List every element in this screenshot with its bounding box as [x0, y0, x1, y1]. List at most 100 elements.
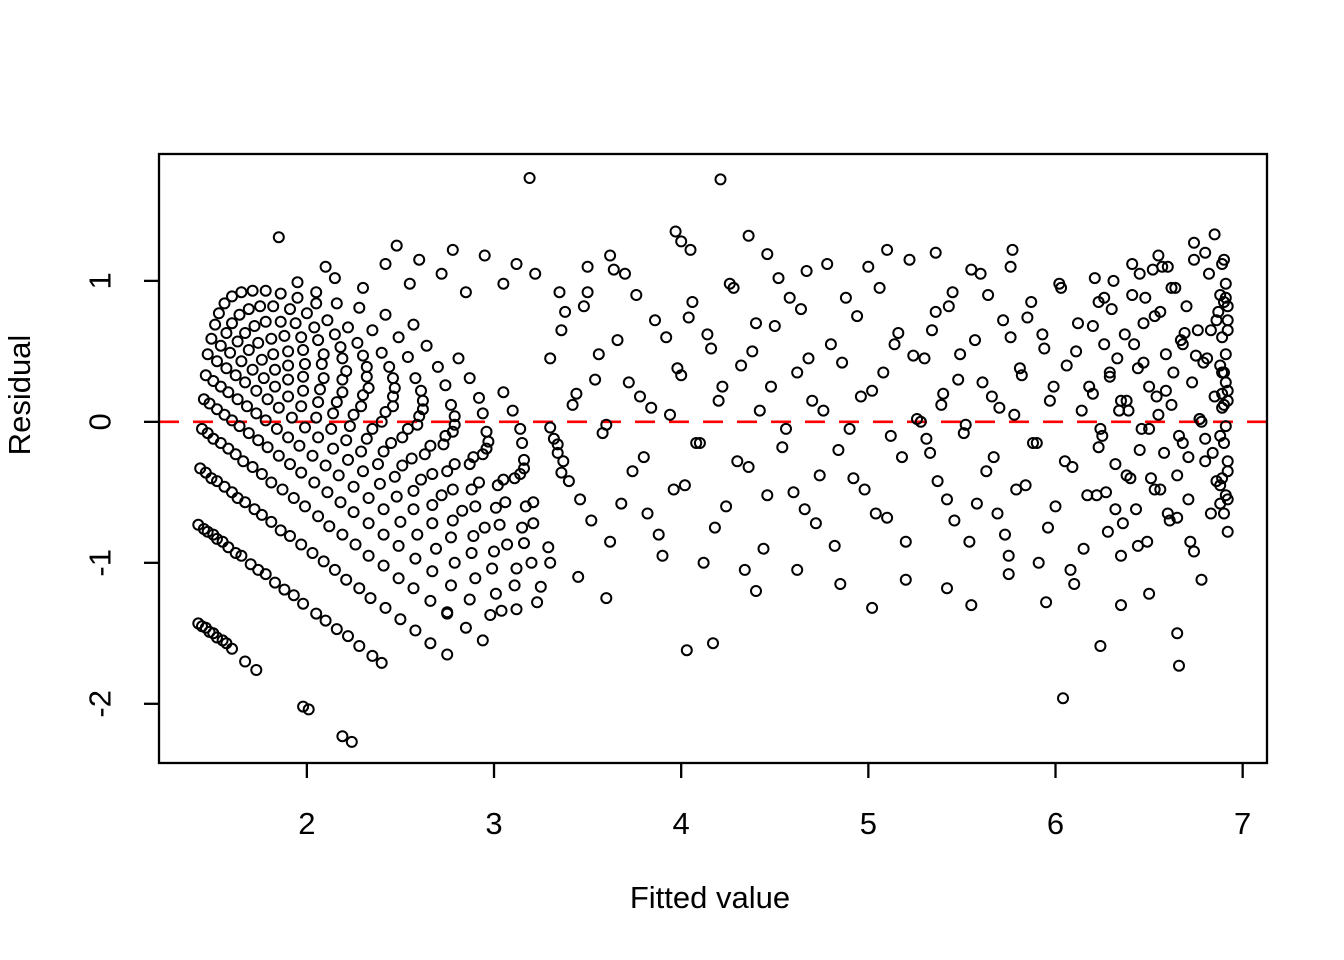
data-point	[1139, 291, 1152, 304]
data-point	[282, 345, 295, 358]
data-point	[1068, 578, 1081, 590]
data-point	[269, 363, 281, 376]
data-point	[497, 473, 510, 486]
data-point	[510, 603, 523, 616]
data-point	[297, 344, 310, 356]
data-point	[1212, 305, 1225, 318]
data-point	[270, 422, 283, 435]
data-point	[267, 300, 280, 313]
data-point	[641, 507, 654, 520]
data-point	[226, 317, 238, 330]
data-point	[314, 383, 326, 396]
data-point	[1141, 535, 1154, 548]
data-point	[218, 297, 231, 310]
data-point	[287, 492, 300, 504]
data-point	[918, 352, 931, 365]
data-point	[611, 334, 624, 347]
data-point	[1124, 472, 1137, 485]
data-point	[239, 655, 252, 668]
data-point	[401, 351, 414, 363]
data-point	[441, 648, 454, 661]
data-point	[1193, 413, 1206, 425]
data-point	[630, 289, 643, 301]
data-point	[218, 480, 231, 493]
data-point	[297, 370, 310, 383]
data-point	[1219, 376, 1232, 389]
x-tick-label: 5	[860, 806, 877, 841]
data-point	[317, 348, 330, 361]
data-point	[488, 545, 500, 558]
data-point	[366, 649, 379, 662]
data-point	[1186, 376, 1199, 389]
data-point	[974, 267, 987, 280]
data-point	[353, 301, 366, 314]
data-point	[622, 376, 635, 389]
data-point	[289, 317, 302, 330]
data-point	[1098, 338, 1111, 351]
data-point	[362, 492, 375, 504]
data-point	[1221, 314, 1234, 327]
data-point	[482, 435, 495, 448]
data-point	[377, 528, 390, 541]
data-point	[360, 360, 373, 373]
data-point	[319, 260, 332, 273]
data-point	[235, 286, 248, 299]
data-point	[259, 284, 272, 297]
data-point	[282, 373, 295, 386]
data-point	[1030, 437, 1043, 449]
data-point	[948, 514, 961, 527]
data-point	[843, 422, 856, 435]
data-point	[862, 260, 875, 273]
data-point	[1221, 525, 1234, 538]
data-point	[1072, 317, 1084, 330]
data-point	[445, 398, 457, 411]
data-point	[407, 484, 420, 497]
y-tick-label: 0	[83, 413, 118, 430]
data-point	[420, 339, 433, 352]
data-point	[735, 359, 748, 372]
data-point	[244, 558, 257, 571]
data-point	[409, 624, 422, 637]
data-point	[299, 358, 311, 370]
data-point	[1219, 277, 1232, 290]
data-point	[680, 644, 693, 657]
data-point	[497, 386, 510, 399]
data-point	[255, 468, 268, 480]
data-point	[308, 321, 321, 334]
data-point	[342, 321, 354, 334]
data-point	[315, 358, 328, 370]
data-point	[821, 258, 834, 270]
data-point	[965, 599, 978, 612]
data-point	[1064, 563, 1077, 576]
data-point	[1008, 408, 1021, 421]
data-point	[373, 477, 386, 490]
y-axis: -2 -1 0 1	[83, 272, 159, 718]
data-point	[226, 290, 238, 303]
data-point	[1092, 296, 1105, 308]
data-point	[478, 249, 491, 262]
data-point	[1214, 359, 1227, 372]
data-point	[772, 272, 785, 285]
data-point	[411, 418, 424, 431]
data-point	[300, 307, 313, 320]
data-point	[325, 422, 338, 435]
data-point	[233, 420, 246, 433]
x-tick-label: 2	[298, 806, 315, 841]
data-point	[581, 286, 594, 299]
data-point	[1171, 627, 1184, 640]
data-point	[209, 318, 222, 331]
data-point	[272, 231, 285, 244]
data-point	[1169, 281, 1182, 294]
data-point	[929, 246, 942, 259]
data-point	[649, 314, 661, 327]
data-point	[551, 446, 564, 459]
data-point	[476, 407, 489, 420]
data-point	[387, 372, 399, 385]
data-point	[1135, 422, 1148, 435]
data-point	[675, 235, 688, 248]
data-point	[525, 556, 538, 569]
data-point	[1103, 370, 1116, 383]
data-point	[592, 348, 605, 361]
data-point	[284, 530, 296, 542]
data-point	[229, 369, 242, 382]
